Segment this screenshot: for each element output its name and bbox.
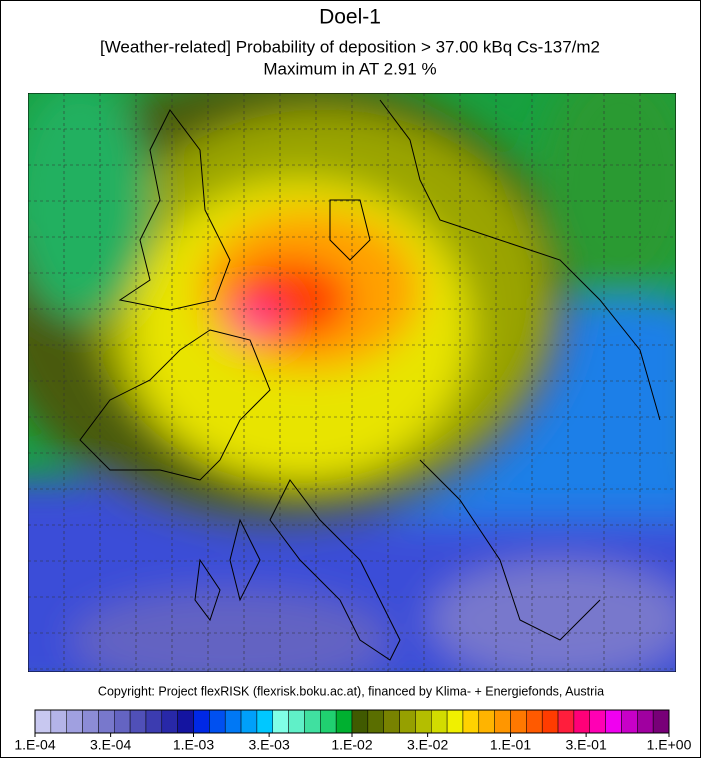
colorbar-tick-label: 1.E-02 [331,737,372,753]
colorbar-box [367,709,384,734]
colorbar-tick-label: 3.E-01 [565,737,606,753]
colorbar-box [177,709,194,734]
colorbar-box [652,709,670,734]
colorbar-box [161,709,178,734]
colorbar-box [209,709,226,734]
colorbar-box [526,709,543,734]
colorbar-box [304,709,321,734]
colorbar-box [66,709,83,734]
title: Doel-1 [319,6,381,29]
colorbar-tick-label: 3.E-03 [248,737,289,753]
colorbar-box [621,709,638,734]
colorbar-box [256,709,273,734]
colorbar-tick-label: 1.E-03 [173,737,214,753]
colorbar-tick-label: 3.E-04 [90,737,131,753]
colorbar-box [193,709,210,734]
colorbar-tick-label: 1.E-04 [14,737,55,753]
colorbar-tick-label: 3.E-02 [407,737,448,753]
colorbar-box [288,709,305,734]
colorbar-box [82,709,99,734]
colorbar: 1.E-04 3.E-04 1.E-03 3.E-03 1.E-02 3.E-02 1.E-… [14,709,692,753]
colorbar-box [415,709,432,734]
colorbar-box [589,709,606,734]
colorbar-box [431,709,448,734]
colorbar-box [320,709,337,734]
colorbar-box [637,709,654,734]
colorbar-box [114,709,131,734]
colorbar-box [462,709,480,734]
colorbar-box [605,709,622,734]
colorbar-box [494,709,511,734]
colorbar-box [145,709,163,734]
colorbar-box [34,709,52,734]
colorbar-box [541,709,559,734]
colorbar-box [335,709,353,734]
colorbar-box [351,709,369,734]
subtitle: [Weather-related] Probability of deposit… [100,37,600,56]
grid [28,93,676,672]
copyright: Copyright: Project flexRISK (flexrisk.bo… [98,684,604,698]
coastlines [79,99,661,661]
colorbar-box [224,709,242,734]
map [28,93,676,672]
colorbar-box [240,709,258,734]
colorbar-box [557,709,575,734]
colorbar-box [383,709,400,734]
colorbar-tick-label: 1.E+00 [647,737,692,753]
colorbar-box [129,709,147,734]
colorbar-box [510,709,527,734]
colorbar-box [446,709,464,734]
colorbar-box [50,709,67,734]
colorbar-box [399,709,416,734]
maximum: Maximum in AT 2.91 % [263,59,436,78]
colorbar-box [272,709,289,734]
colorbar-box [573,709,591,734]
colorbar-tick-label: 1.E-01 [490,737,531,753]
colorbar-box [478,709,495,734]
colorbar-box [98,709,115,734]
